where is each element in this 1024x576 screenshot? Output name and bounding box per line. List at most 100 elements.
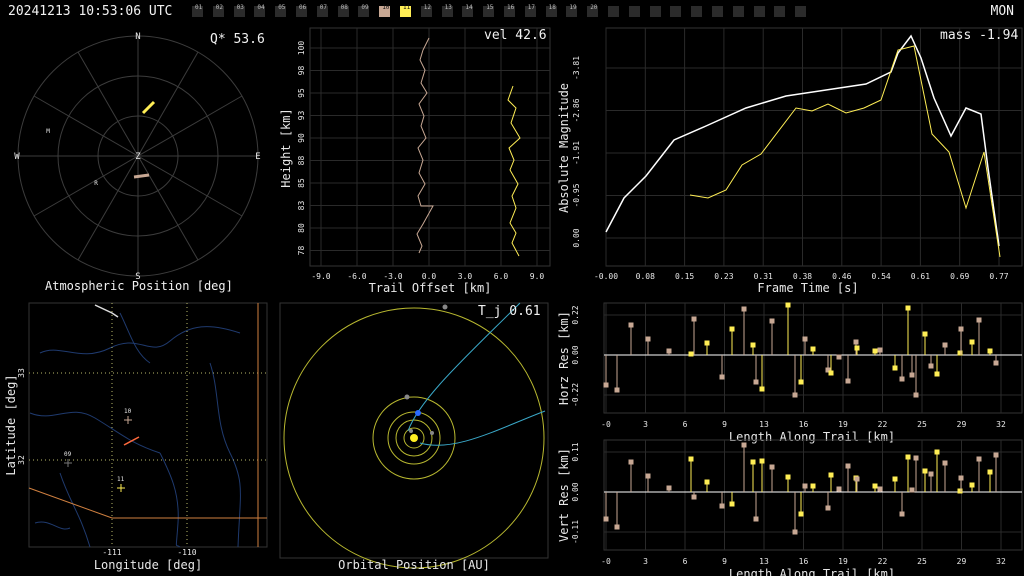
horz_res-xtick: 9 — [722, 420, 727, 429]
camera-slot[interactable] — [524, 6, 536, 17]
horz_res-point — [753, 379, 759, 385]
vert_res-point — [666, 485, 672, 491]
camera-slot[interactable] — [795, 6, 807, 17]
trail-ytick: 78 — [297, 246, 306, 256]
camera-id-label: 15 — [486, 4, 494, 11]
camera-slot[interactable] — [462, 6, 474, 17]
camera-id-label: 01 — [195, 4, 203, 11]
camera-slot[interactable] — [483, 6, 495, 17]
mag-xtick: 0.23 — [714, 272, 733, 281]
camera-slot[interactable] — [691, 6, 703, 17]
horz_res-ytick: 0.22 — [571, 305, 580, 324]
camera-id-label: 02 — [215, 4, 224, 11]
camera-slot[interactable] — [774, 6, 786, 17]
vert_res-point — [828, 472, 834, 478]
trail-offset-plot: -9.0 -6.0 -3.0 0.0 3.0 6.0 9.0 100 98 95 93 90 88 85 8… — [279, 27, 551, 295]
camera-slot[interactable] — [628, 6, 640, 17]
mag-ytick: -3.81 — [572, 56, 581, 80]
horz_res-point — [905, 305, 911, 311]
vert_res-xtick: 3 — [643, 557, 648, 566]
horz_res-point — [719, 374, 725, 380]
horz_res-xtick: -0 — [601, 420, 611, 429]
camera-slot[interactable] — [441, 6, 453, 17]
polar-plot-label: Atmospheric Position [deg] — [45, 279, 233, 293]
camera-slot[interactable] — [337, 6, 349, 17]
mag-ytick: -0.95 — [572, 183, 581, 207]
camera-slot[interactable] — [545, 6, 557, 17]
mag-xtick: 0.54 — [871, 272, 890, 281]
camera-slot[interactable] — [649, 6, 661, 17]
mag-ytick: -1.91 — [572, 141, 581, 165]
mag-ytick: -2.86 — [572, 98, 581, 122]
vert_res-ytick: 0.00 — [571, 482, 580, 501]
vert_res-point — [769, 464, 775, 470]
vert_res-xtick: 19 — [838, 557, 848, 566]
camera-slot[interactable] — [566, 6, 578, 17]
camera-slot[interactable] — [296, 6, 307, 17]
camera-id-label: 09 — [361, 4, 369, 11]
horz_res-point — [810, 346, 816, 352]
horz_res-point — [877, 347, 883, 353]
camera-slot[interactable] — [192, 6, 203, 17]
horz_res-point — [603, 382, 609, 388]
camera-id-label: 13 — [444, 4, 452, 11]
camera-slot[interactable] — [712, 6, 723, 17]
vertical-residuals-plot: -0 3 6 9 13 16 19 22 25 29 32 0.11 0.00 -0.11 Length A… — [557, 439, 1023, 576]
camera-slot[interactable] — [587, 6, 599, 17]
vert_res-point — [845, 463, 851, 469]
horz_res-point — [969, 339, 975, 345]
camera-slot[interactable] — [379, 6, 391, 17]
camera-slot[interactable] — [670, 6, 682, 17]
horz_res-xtick: 16 — [799, 420, 809, 429]
camera-slot[interactable] — [212, 6, 224, 17]
horz_res-point — [792, 392, 798, 398]
vert_res-point — [688, 456, 694, 462]
horz_res-point — [957, 350, 963, 356]
vert_res-x-label: Length Along Trail [km] — [729, 567, 895, 576]
horz_res-point — [909, 372, 915, 378]
camera-slot[interactable] — [608, 6, 619, 17]
camera-slot[interactable] — [504, 6, 515, 17]
zenith-label: Z — [135, 152, 141, 162]
mag-xtick: 0.31 — [754, 272, 773, 281]
vert_res-point — [792, 529, 798, 535]
camera-id-label: 08 — [340, 4, 348, 11]
horz_res-ytick: -0.22 — [571, 383, 580, 407]
vert_res-point — [825, 505, 831, 511]
trail-ytick: 95 — [297, 88, 306, 98]
vert_res-point — [913, 455, 919, 461]
vert_res-xtick: 22 — [878, 557, 888, 566]
horz_res-xtick: 22 — [878, 420, 888, 429]
vert_res-point — [928, 471, 934, 477]
camera-slot[interactable] — [254, 6, 266, 17]
horz_res-xtick: 19 — [838, 420, 848, 429]
vert_res-point — [719, 503, 725, 509]
vert_res-point — [810, 483, 816, 489]
mercury-icon — [409, 429, 413, 433]
camera-slot[interactable] — [358, 6, 370, 17]
vert_res-xtick: 6 — [683, 557, 688, 566]
vert_res-point — [934, 449, 940, 455]
cam10-trail-polar — [133, 173, 150, 179]
vert_res-frame — [603, 439, 1023, 551]
north-label: N — [135, 32, 140, 42]
vert_res-point — [729, 501, 735, 507]
camera-slot[interactable] — [753, 6, 765, 17]
ground-map: 10 09 11 33 32 -111 -110 Latitude [deg] … — [4, 302, 268, 572]
horz_res-point — [872, 348, 878, 354]
trail-x-label: Trail Offset [km] — [369, 281, 492, 295]
camera-slot[interactable] — [316, 6, 328, 17]
vert_res-point — [704, 479, 710, 485]
venus-icon — [430, 431, 434, 435]
camera-slot[interactable] — [400, 6, 411, 17]
camera-slot[interactable] — [275, 6, 287, 17]
vert_res-xtick: 13 — [759, 557, 769, 566]
camera-id-label: 17 — [527, 4, 536, 11]
camera-slot[interactable] — [420, 6, 432, 17]
horz_res-point — [645, 336, 651, 342]
vert_res-ytick: 0.11 — [571, 442, 580, 461]
camera-slot[interactable] — [233, 6, 245, 17]
west-label: W — [14, 152, 20, 162]
camera-slot[interactable] — [732, 6, 744, 17]
map-y-label: Latitude [deg] — [4, 374, 18, 475]
